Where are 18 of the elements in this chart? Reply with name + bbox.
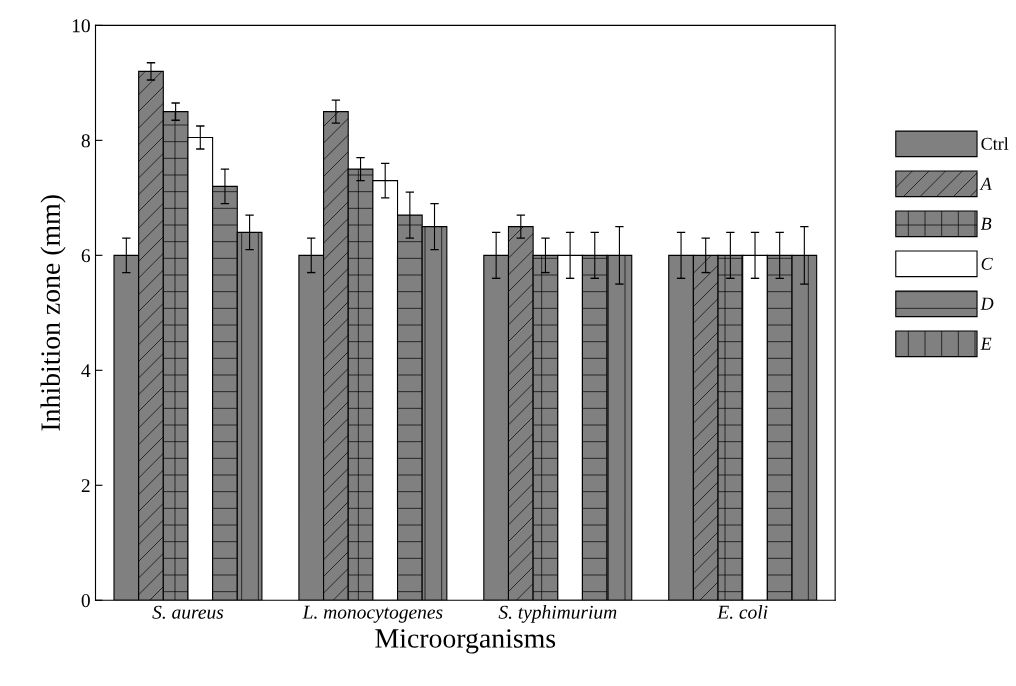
y-tick-label: 0 <box>81 594 90 608</box>
legend-label: E <box>980 337 992 350</box>
y-tick-label: 4 <box>81 364 91 378</box>
x-tick-label: E. coli <box>717 605 768 619</box>
y-tick-label: 8 <box>81 134 90 148</box>
y-tick-label: 10 <box>72 19 90 33</box>
y-tick-label: 2 <box>81 479 90 493</box>
legend-label: Ctrl <box>981 137 1009 150</box>
x-axis-title: Microorganisms <box>375 629 556 654</box>
x-tick-label: L. monocytogenes <box>302 605 443 623</box>
legend-label: B <box>980 217 992 230</box>
x-tick-label: S. aureus <box>152 605 224 619</box>
legend-label: D <box>980 297 994 310</box>
y-axis-title: Inhibition zone (mm) <box>40 195 66 431</box>
x-tick-label: S. typhimurium <box>498 605 617 623</box>
y-tick-label: 6 <box>81 249 91 263</box>
legend-label: A <box>979 177 992 190</box>
legend-label: C <box>981 257 993 270</box>
